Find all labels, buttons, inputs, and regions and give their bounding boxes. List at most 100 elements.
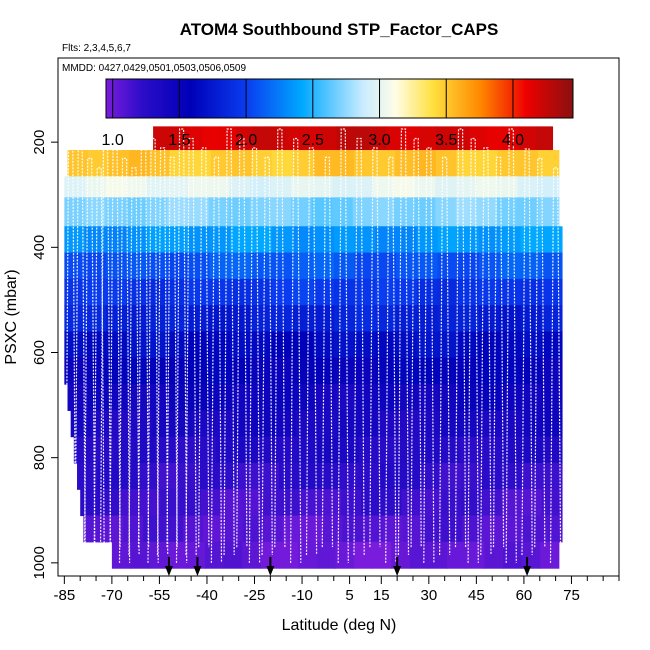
heatmap-cell bbox=[200, 489, 222, 517]
heatmap-cell bbox=[416, 252, 439, 280]
x-tick-label: -40 bbox=[196, 587, 218, 604]
heatmap-cell bbox=[168, 331, 190, 359]
heatmap-cell bbox=[333, 226, 356, 254]
heatmap-cell bbox=[271, 331, 294, 359]
heatmap-cell bbox=[541, 226, 563, 254]
heatmap-cell bbox=[292, 226, 314, 254]
colorbar-tick-label: 3.0 bbox=[368, 132, 390, 149]
heatmap-cell bbox=[374, 150, 396, 177]
flight-profile bbox=[118, 157, 131, 563]
flight-profile bbox=[198, 147, 210, 548]
heatmap-cell bbox=[341, 489, 362, 517]
heatmap-cell bbox=[396, 305, 418, 333]
x-tick-label: 30 bbox=[420, 587, 437, 604]
flight-profile bbox=[156, 147, 169, 556]
heatmap-cell bbox=[146, 176, 168, 198]
heatmap-cell bbox=[332, 197, 354, 227]
heatmap-cell bbox=[242, 541, 262, 569]
colorbar-tick-label: 3.5 bbox=[435, 132, 457, 149]
heatmap-cell bbox=[428, 541, 448, 569]
y-axis-label: PSXC (mbar) bbox=[3, 269, 20, 364]
flight-profile bbox=[397, 128, 410, 556]
heatmap-cell bbox=[499, 252, 522, 280]
heatmap-cell bbox=[476, 176, 498, 198]
heatmap-cell bbox=[149, 384, 172, 411]
heatmap-cell bbox=[333, 357, 356, 385]
heatmap-cell bbox=[292, 278, 314, 306]
heatmap-cell bbox=[300, 489, 322, 517]
heatmap-cell bbox=[270, 197, 292, 227]
colorbar-tick-label: 1.0 bbox=[102, 132, 124, 149]
heatmap-cell bbox=[250, 226, 273, 254]
heatmap-cell bbox=[496, 176, 519, 198]
heatmap-cell bbox=[395, 150, 417, 177]
heatmap-cell bbox=[339, 462, 361, 490]
x-axis: -85 -70 -55 -40 -25 -10 5 15 30 45 60 75 bbox=[53, 576, 620, 604]
heatmap-cell bbox=[147, 252, 169, 280]
heatmap-cell bbox=[299, 462, 321, 490]
plot-area bbox=[64, 126, 563, 569]
heatmap-cell bbox=[416, 226, 439, 254]
heatmap-cell bbox=[249, 197, 271, 227]
heatmap-cell bbox=[216, 436, 238, 464]
heatmap-cell bbox=[180, 489, 202, 517]
flight-profile bbox=[534, 157, 546, 548]
colorbar-tick-label: 2.0 bbox=[235, 132, 257, 149]
heatmap-cell bbox=[67, 384, 89, 411]
flight-profile bbox=[147, 137, 159, 563]
heatmap-cell bbox=[316, 410, 338, 438]
x-tick-label: 15 bbox=[373, 587, 390, 604]
heatmap-cell bbox=[481, 462, 502, 490]
heatmap-cell bbox=[417, 384, 439, 411]
heatmap-cell bbox=[538, 197, 560, 227]
heatmap-cell bbox=[378, 436, 400, 464]
heatmap-cell bbox=[231, 150, 253, 177]
heatmap-cell bbox=[84, 197, 107, 227]
x-tick-label: 60 bbox=[516, 587, 533, 604]
heatmap-cell bbox=[521, 541, 541, 569]
heatmap-cell bbox=[105, 176, 127, 198]
heatmap-cell bbox=[517, 150, 539, 177]
heatmap-cell bbox=[358, 436, 380, 464]
heatmap-cell bbox=[447, 541, 467, 569]
flight-profile bbox=[93, 167, 105, 563]
flight-profile bbox=[128, 167, 140, 556]
y-tick-label: 600 bbox=[31, 340, 48, 365]
heatmap-cell bbox=[219, 126, 237, 151]
heatmap-cell bbox=[111, 410, 133, 438]
heatmap-cell bbox=[437, 252, 459, 280]
heatmap-cell bbox=[393, 197, 416, 227]
heatmap-cell bbox=[319, 462, 341, 490]
heatmap-cell bbox=[377, 410, 399, 438]
heatmap-cell bbox=[292, 357, 314, 385]
heatmap-cell bbox=[542, 515, 563, 543]
heatmap-cell bbox=[230, 252, 252, 280]
flight-profile bbox=[175, 128, 188, 563]
heatmap-cell bbox=[338, 436, 360, 464]
flight-profile bbox=[137, 128, 150, 548]
sample-marker-arrow bbox=[523, 566, 532, 576]
heatmap-cell bbox=[120, 489, 141, 517]
heatmap-cell bbox=[335, 541, 355, 569]
heatmap-cell bbox=[354, 278, 376, 306]
plot-frame bbox=[57, 57, 620, 577]
flight-profile bbox=[185, 137, 197, 556]
heatmap-cell bbox=[484, 541, 504, 569]
heatmap-cell bbox=[316, 541, 336, 569]
heatmap-cell bbox=[123, 515, 144, 543]
sample-marker-arrow bbox=[266, 566, 275, 576]
heatmap-cell bbox=[230, 226, 252, 254]
heatmap-cell bbox=[396, 331, 418, 359]
heatmap-cell bbox=[361, 489, 382, 517]
heatmap-cell bbox=[149, 150, 171, 177]
heatmap-cell bbox=[502, 515, 523, 543]
heatmap-cell bbox=[64, 197, 86, 227]
flight-profile bbox=[210, 156, 223, 563]
heatmap-cell bbox=[169, 150, 191, 177]
heatmap-cell bbox=[251, 150, 273, 177]
heatmap-cell bbox=[198, 462, 220, 490]
heatmap-cell bbox=[354, 150, 376, 177]
heatmap-cell bbox=[455, 176, 477, 198]
heatmap-cell bbox=[336, 126, 354, 151]
heatmap-cell bbox=[173, 410, 195, 438]
